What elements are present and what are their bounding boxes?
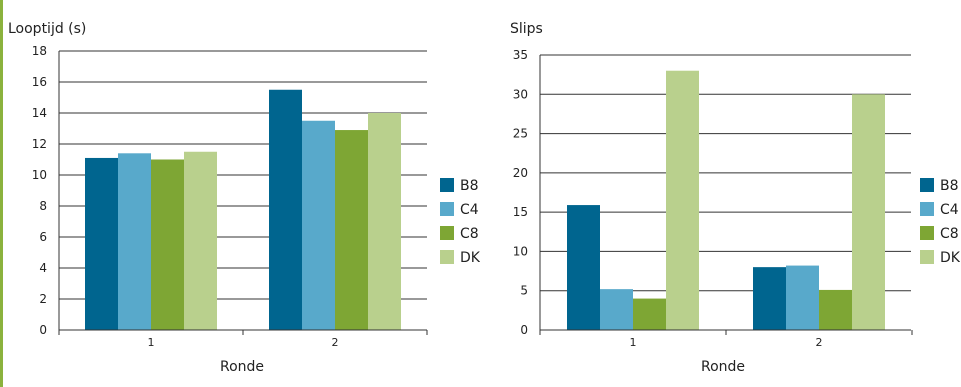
y-tick-label: 0 bbox=[39, 323, 47, 337]
legend-label-c8: C8 bbox=[940, 226, 959, 242]
legend-swatch-c8 bbox=[440, 226, 454, 240]
y-tick-label: 25 bbox=[513, 127, 528, 141]
y-tick-label: 30 bbox=[513, 87, 528, 101]
y-tick-label: 10 bbox=[513, 244, 528, 258]
legend-swatch-dk bbox=[440, 250, 454, 264]
chart-title: Slips bbox=[510, 21, 543, 37]
legend-label-c4: C4 bbox=[940, 202, 959, 218]
x-tick-label: 2 bbox=[332, 336, 339, 349]
y-tick-label: 14 bbox=[32, 106, 47, 120]
x-axis-label: Ronde bbox=[220, 359, 264, 375]
bar-c8-ronde-2 bbox=[335, 130, 368, 330]
bar-dk-ronde-2 bbox=[368, 113, 401, 330]
bar-b8-ronde-2 bbox=[753, 267, 786, 330]
y-tick-label: 2 bbox=[39, 292, 47, 306]
bar-c8-ronde-1 bbox=[151, 159, 184, 330]
chart-title: Looptijd (s) bbox=[8, 21, 86, 37]
bar-dk-ronde-1 bbox=[666, 70, 699, 330]
y-tick-label: 35 bbox=[513, 48, 528, 62]
bar-b8-ronde-1 bbox=[85, 157, 118, 330]
bar-c8-ronde-1 bbox=[633, 298, 666, 330]
y-tick-label: 5 bbox=[520, 284, 528, 298]
y-tick-label: 8 bbox=[39, 199, 47, 213]
legend-label-b8: B8 bbox=[940, 178, 959, 194]
bar-c8-ronde-2 bbox=[819, 289, 852, 330]
y-tick-label: 12 bbox=[32, 137, 47, 151]
x-tick-label: 1 bbox=[630, 336, 637, 349]
bar-c4-ronde-1 bbox=[600, 289, 633, 330]
y-tick-label: 16 bbox=[32, 75, 47, 89]
slips-chart: Slips Ronde 0 5 10 15 20 25 30 35 1 2 B8 C4 C8 DK bbox=[480, 0, 960, 387]
y-tick-label: 15 bbox=[513, 205, 528, 219]
legend-swatch-c4 bbox=[920, 202, 934, 216]
legend-label-c4: C4 bbox=[460, 202, 479, 218]
bar-b8-ronde-2 bbox=[269, 89, 302, 330]
bar-c4-ronde-1 bbox=[118, 153, 151, 330]
slips-marks: 0 5 10 15 20 25 30 35 1 2 B8 C4 C8 DK bbox=[513, 48, 960, 349]
slips-chart-svg: Slips Ronde 0 5 10 15 20 25 30 35 1 2 B8 C4 C8 DK bbox=[510, 21, 960, 375]
legend-swatch-b8 bbox=[920, 178, 934, 192]
legend-label-dk: DK bbox=[940, 250, 960, 266]
legend-label-b8: B8 bbox=[460, 178, 479, 194]
legend-swatch-dk bbox=[920, 250, 934, 264]
bar-c4-ronde-2 bbox=[302, 120, 335, 330]
y-tick-label: 18 bbox=[32, 44, 47, 58]
looptijd-chart: Looptijd (s) Ronde 0 2 4 6 8 10 12 14 16 18 1 2 B8 C4… bbox=[0, 0, 480, 387]
legend-swatch-c4 bbox=[440, 202, 454, 216]
y-tick-label: 10 bbox=[32, 168, 47, 182]
legend-swatch-c8 bbox=[920, 226, 934, 240]
bar-c4-ronde-2 bbox=[786, 265, 819, 330]
x-axis-label: Ronde bbox=[701, 359, 745, 375]
page-accent-rule bbox=[0, 0, 3, 387]
x-tick-label: 2 bbox=[816, 336, 823, 349]
bar-b8-ronde-1 bbox=[567, 205, 600, 330]
bar-dk-ronde-2 bbox=[852, 94, 885, 331]
x-tick-label: 1 bbox=[148, 336, 155, 349]
bar-dk-ronde-1 bbox=[184, 151, 217, 330]
y-tick-label: 20 bbox=[513, 166, 528, 180]
y-tick-label: 4 bbox=[39, 261, 47, 275]
legend-label-c8: C8 bbox=[460, 226, 479, 242]
y-tick-label: 6 bbox=[39, 230, 47, 244]
legend-label-dk: DK bbox=[460, 250, 480, 266]
y-tick-label: 0 bbox=[520, 323, 528, 337]
legend-swatch-b8 bbox=[440, 178, 454, 192]
